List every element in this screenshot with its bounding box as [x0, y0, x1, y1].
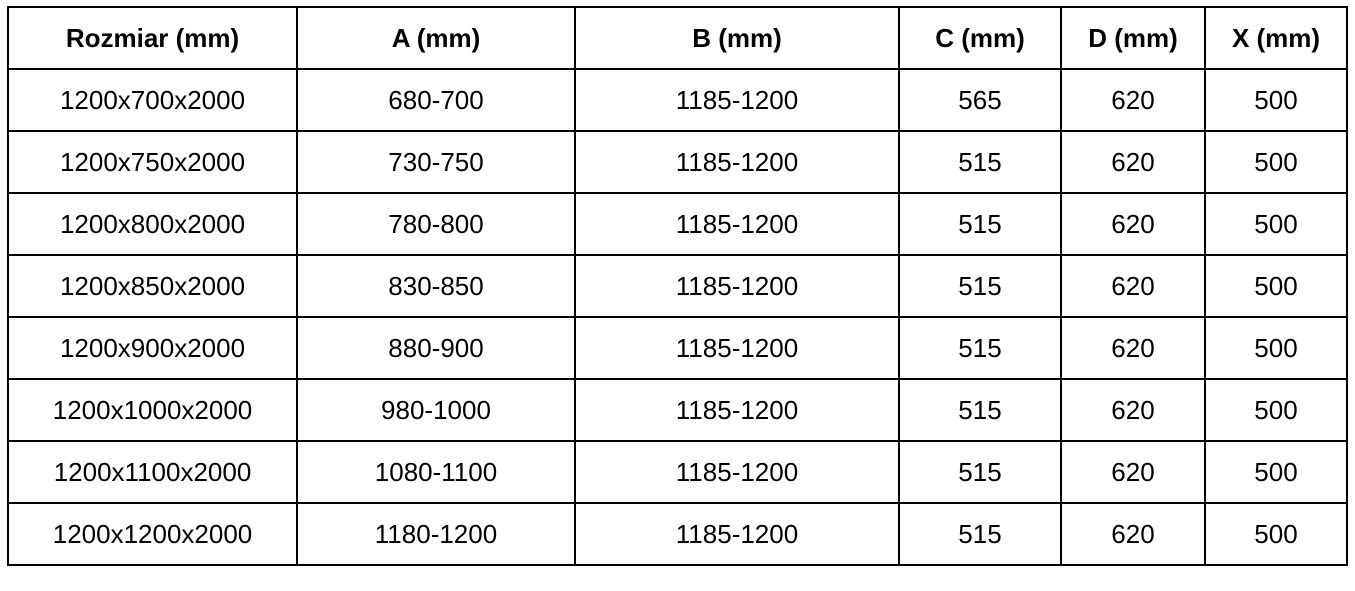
table-cell: 620 [1060, 192, 1206, 256]
table-row: 1200x750x2000 730-750 1185-1200 515 620 500 [7, 130, 1348, 194]
table-cell: 500 [1204, 68, 1348, 132]
table-cell: 1080-1100 [296, 440, 576, 504]
table-cell: 500 [1204, 502, 1348, 566]
table-cell: 1200x850x2000 [7, 254, 298, 318]
table-cell: 1185-1200 [574, 130, 900, 194]
table-cell: 500 [1204, 130, 1348, 194]
table-cell: 620 [1060, 502, 1206, 566]
table-cell: 1200x800x2000 [7, 192, 298, 256]
table-cell: 620 [1060, 68, 1206, 132]
table-cell: 515 [898, 130, 1062, 194]
table-cell: 500 [1204, 192, 1348, 256]
table-cell: 515 [898, 254, 1062, 318]
table-cell: 1200x1200x2000 [7, 502, 298, 566]
column-header: D (mm) [1060, 6, 1206, 70]
table-cell: 500 [1204, 440, 1348, 504]
table-cell: 1200x1000x2000 [7, 378, 298, 442]
table-cell: 1200x700x2000 [7, 68, 298, 132]
table-cell: 1200x900x2000 [7, 316, 298, 380]
table-cell: 1185-1200 [574, 68, 900, 132]
table-cell: 515 [898, 502, 1062, 566]
table-cell: 515 [898, 316, 1062, 380]
table-row: 1200x800x2000 780-800 1185-1200 515 620 500 [7, 192, 1348, 256]
table-cell: 620 [1060, 130, 1206, 194]
table-cell: 730-750 [296, 130, 576, 194]
table-cell: 500 [1204, 254, 1348, 318]
column-header: Rozmiar (mm) [7, 6, 298, 70]
table-row: 1200x700x2000 680-700 1185-1200 565 620 500 [7, 68, 1348, 132]
table-cell: 1185-1200 [574, 440, 900, 504]
table-cell: 980-1000 [296, 378, 576, 442]
table-cell: 515 [898, 378, 1062, 442]
table-row: 1200x1000x2000 980-1000 1185-1200 515 620 500 [7, 378, 1348, 442]
table-cell: 500 [1204, 378, 1348, 442]
column-header: B (mm) [574, 6, 900, 70]
column-header: X (mm) [1204, 6, 1348, 70]
table-cell: 1185-1200 [574, 378, 900, 442]
table-row: 1200x1200x2000 1180-1200 1185-1200 515 620 50… [7, 502, 1348, 566]
table-cell: 515 [898, 192, 1062, 256]
dimensions-table: Rozmiar (mm) A (mm) B (mm) C (mm) D (mm) X (m… [7, 6, 1348, 566]
table-cell: 620 [1060, 378, 1206, 442]
header-row: Rozmiar (mm) A (mm) B (mm) C (mm) D (mm) X (m… [7, 6, 1348, 70]
table-row: 1200x1100x2000 1080-1100 1185-1200 515 620 50… [7, 440, 1348, 504]
table-cell: 515 [898, 440, 1062, 504]
table-cell: 565 [898, 68, 1062, 132]
table-cell: 1185-1200 [574, 316, 900, 380]
table-cell: 830-850 [296, 254, 576, 318]
table-cell: 1185-1200 [574, 254, 900, 318]
table-cell: 780-800 [296, 192, 576, 256]
table-cell: 1185-1200 [574, 502, 900, 566]
table-cell: 1180-1200 [296, 502, 576, 566]
table-row: 1200x850x2000 830-850 1185-1200 515 620 500 [7, 254, 1348, 318]
table-cell: 620 [1060, 254, 1206, 318]
table-cell: 680-700 [296, 68, 576, 132]
table-cell: 880-900 [296, 316, 576, 380]
column-header: C (mm) [898, 6, 1062, 70]
table-cell: 620 [1060, 440, 1206, 504]
table-cell: 500 [1204, 316, 1348, 380]
table-cell: 620 [1060, 316, 1206, 380]
table-cell: 1185-1200 [574, 192, 900, 256]
table-cell: 1200x1100x2000 [7, 440, 298, 504]
table-cell: 1200x750x2000 [7, 130, 298, 194]
table-row: 1200x900x2000 880-900 1185-1200 515 620 500 [7, 316, 1348, 380]
column-header: A (mm) [296, 6, 576, 70]
